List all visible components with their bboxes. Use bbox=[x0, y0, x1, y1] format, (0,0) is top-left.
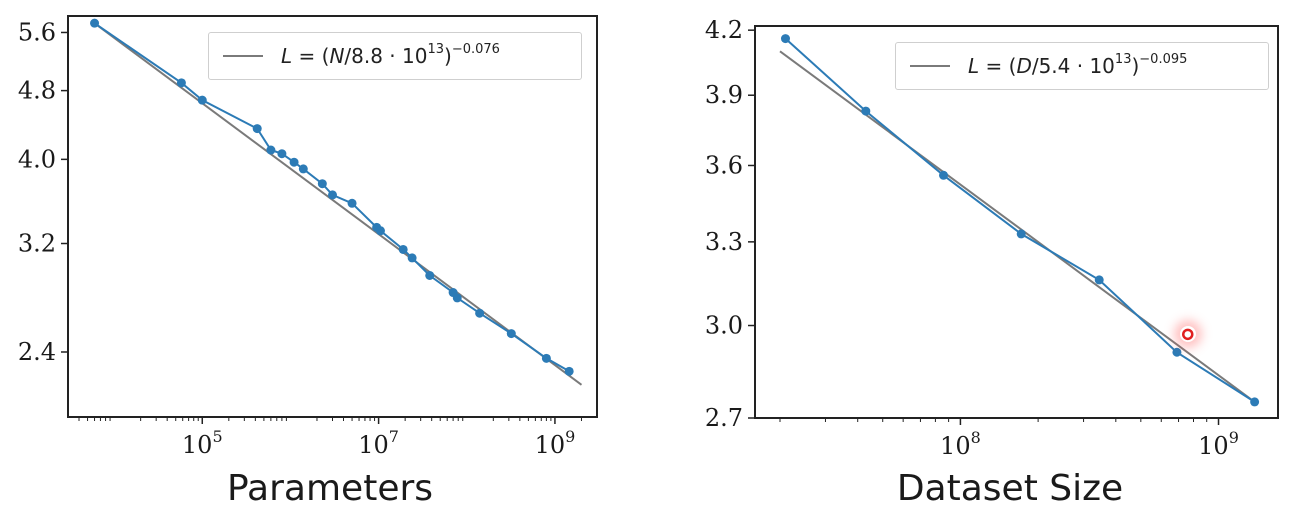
fit-line bbox=[779, 50, 1256, 403]
data-point bbox=[1250, 397, 1260, 407]
data-line bbox=[784, 37, 1256, 403]
fit-line bbox=[93, 22, 583, 386]
y-tick-label: 4.0 bbox=[18, 145, 56, 173]
y-tick-label: 4.2 bbox=[705, 16, 743, 44]
dataset-size-chart-panel: 2.7 3.0 3.3 3.6 3.9 4.2 108 109 L = (D/5.4 · 10… bbox=[650, 0, 1298, 528]
data-point bbox=[1172, 347, 1182, 357]
legend-label: L = (D/5.4 · 1013)−0.095 bbox=[968, 52, 1188, 78]
data-point bbox=[398, 244, 408, 254]
cursor-highlight-marker bbox=[1180, 326, 1196, 342]
x-axis-label: Parameters bbox=[226, 468, 434, 509]
data-point bbox=[475, 308, 485, 318]
data-point bbox=[1094, 275, 1104, 285]
chart-legend: L = (N/8.8 · 1013)−0.076 bbox=[208, 32, 582, 80]
data-point bbox=[861, 106, 871, 116]
data-point bbox=[425, 270, 435, 280]
data-point bbox=[506, 329, 516, 339]
data-point bbox=[298, 164, 308, 174]
data-point bbox=[197, 95, 207, 105]
data-point bbox=[1016, 229, 1026, 239]
y-tick-label: 3.2 bbox=[18, 230, 56, 258]
legend-line-swatch bbox=[910, 65, 950, 67]
y-tick-label: 3.3 bbox=[705, 228, 743, 256]
data-line bbox=[93, 22, 570, 373]
data-point bbox=[277, 149, 287, 159]
data-point bbox=[541, 353, 551, 363]
x-axis-label: Dataset Size bbox=[896, 468, 1124, 509]
x-tick-label: 105 bbox=[182, 427, 223, 459]
data-point bbox=[452, 293, 462, 303]
legend-line-swatch bbox=[223, 55, 263, 57]
data-point bbox=[564, 366, 574, 376]
data-point bbox=[347, 198, 357, 208]
data-point bbox=[90, 18, 100, 28]
y-tick-label: 2.7 bbox=[705, 404, 743, 432]
x-tick-label: 107 bbox=[358, 427, 399, 459]
x-tick-label: 109 bbox=[535, 427, 576, 459]
x-tick-label: 109 bbox=[1198, 428, 1239, 460]
y-tick-label: 3.0 bbox=[705, 312, 743, 340]
data-point bbox=[317, 179, 327, 189]
y-tick-label: 4.8 bbox=[18, 77, 56, 105]
data-point bbox=[939, 170, 949, 180]
chart-legend: L = (D/5.4 · 1013)−0.095 bbox=[895, 42, 1269, 90]
data-point bbox=[176, 78, 186, 88]
y-tick-label: 3.9 bbox=[705, 81, 743, 109]
data-point bbox=[780, 34, 790, 44]
y-tick-label: 3.6 bbox=[705, 151, 743, 179]
plot-frame bbox=[754, 25, 1279, 419]
data-point bbox=[375, 226, 385, 236]
data-point bbox=[407, 253, 417, 263]
y-tick-label: 5.6 bbox=[18, 18, 56, 46]
parameters-chart-panel: 2.4 3.2 4.0 4.8 5.6 105 107 109 L = (N/8.8 · 10… bbox=[0, 0, 640, 528]
cursor-highlight-ring bbox=[1182, 328, 1194, 341]
x-tick-label: 108 bbox=[940, 428, 981, 460]
y-tick-label: 2.4 bbox=[18, 338, 56, 366]
data-point bbox=[266, 145, 276, 155]
data-point bbox=[252, 124, 262, 134]
parameters-chart: 2.4 3.2 4.0 4.8 5.6 105 107 109 bbox=[18, 15, 598, 459]
data-point bbox=[289, 157, 299, 167]
data-point bbox=[328, 190, 337, 200]
dataset-size-chart: 2.7 3.0 3.3 3.6 3.9 4.2 108 109 bbox=[705, 16, 1279, 460]
legend-label: L = (N/8.8 · 1013)−0.076 bbox=[281, 42, 500, 68]
